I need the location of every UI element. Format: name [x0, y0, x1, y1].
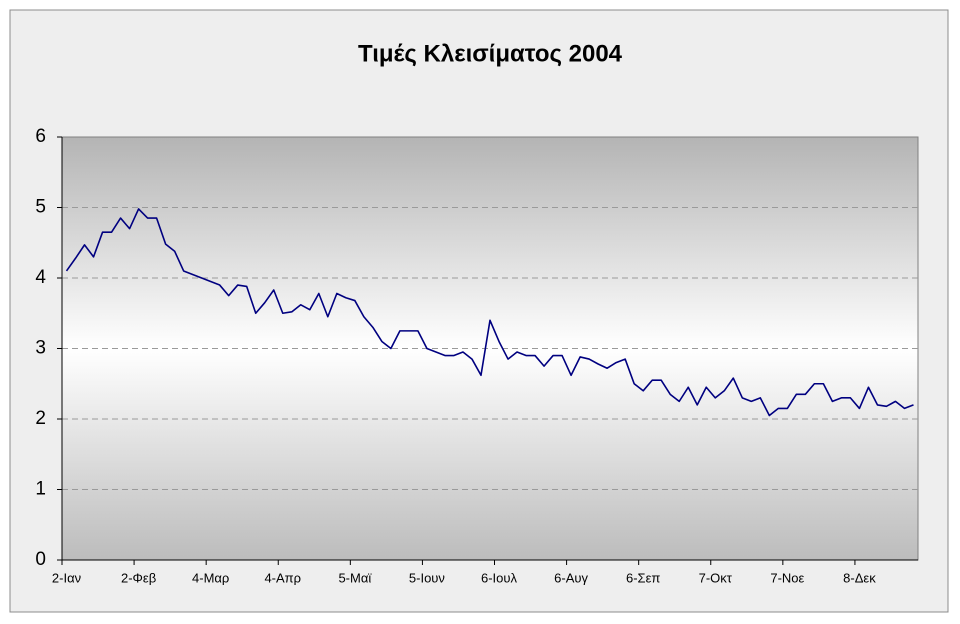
y-tick-label: 5 [35, 197, 46, 218]
x-tick-label: 7-Οκτ [699, 570, 733, 585]
x-tick-label: 5-Μαϊ [338, 570, 372, 585]
x-tick-label: 7-Νοε [770, 570, 804, 585]
x-tick-label: 6-Ιουλ [481, 570, 518, 585]
price-line [65, 208, 914, 417]
y-tick-label: 2 [35, 408, 46, 429]
y-tick-label: 4 [35, 267, 46, 288]
x-tick-label: 8-Δεκ [843, 570, 876, 585]
plot-area [61, 136, 919, 561]
x-tick-label: 4-Μαρ [192, 570, 229, 585]
y-tick-label: 3 [35, 338, 46, 359]
y-tick-label: 1 [35, 479, 46, 500]
x-tick-label: 6-Σεπ [626, 570, 660, 585]
x-tick-label: 2-Ιαν [52, 570, 81, 585]
x-tick-label: 4-Απρ [264, 570, 301, 585]
x-tick-label: 2-Φεβ [121, 570, 156, 585]
x-tick-label: 5-Ιουν [409, 570, 445, 585]
chart-title: Τιμές Κλεισίματος 2004 [358, 40, 623, 67]
y-tick-label: 6 [35, 126, 46, 147]
x-tick-label: 6-Αυγ [554, 570, 588, 585]
y-tick-label: 0 [35, 549, 46, 570]
